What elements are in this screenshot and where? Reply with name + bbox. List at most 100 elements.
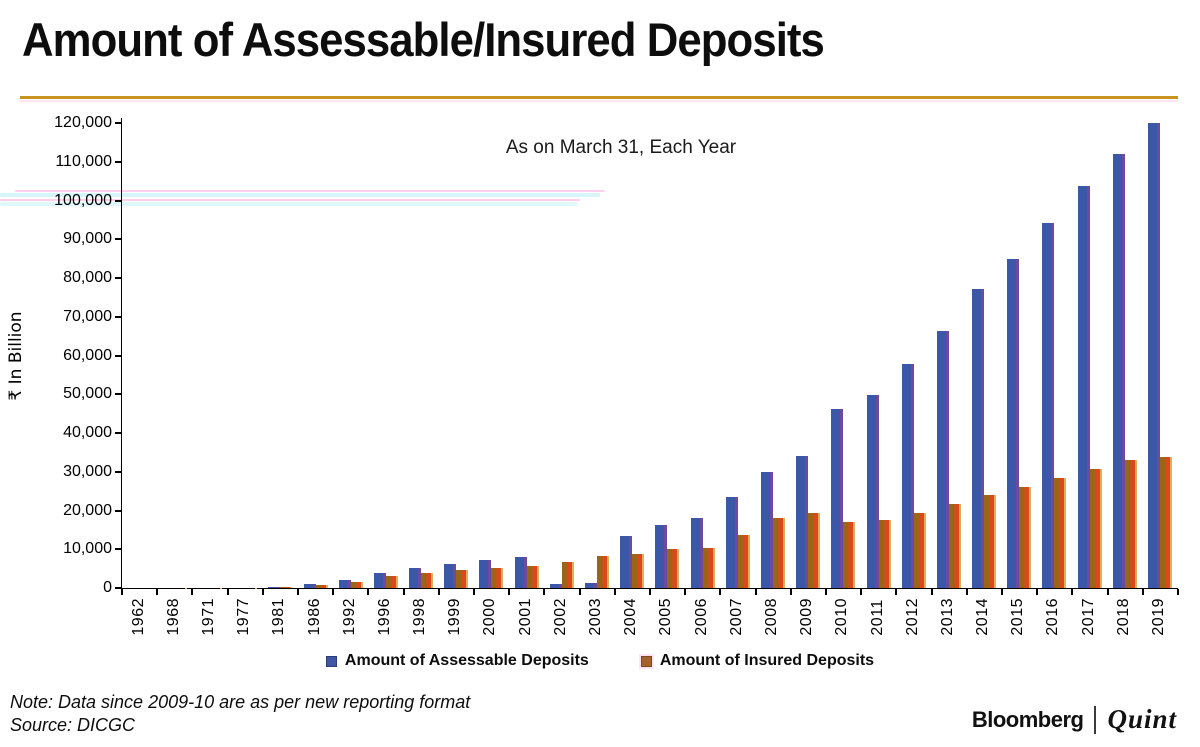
y-tick-label: 110,000 xyxy=(55,152,112,170)
x-tick-mark xyxy=(1106,589,1109,595)
bar-group-2008 xyxy=(755,118,790,588)
bar-insured-1996 xyxy=(385,576,398,588)
y-tick-mark xyxy=(115,548,121,551)
bar-assessable-2018 xyxy=(1112,154,1125,588)
bar-assessable-2002 xyxy=(549,584,562,588)
bar-assessable-1996 xyxy=(373,572,386,588)
bar-insured-2012 xyxy=(913,513,926,588)
x-tick-mark xyxy=(754,589,757,595)
y-tick-label: 90,000 xyxy=(63,230,112,248)
bar-assessable-2010 xyxy=(831,409,844,588)
x-tick-mark xyxy=(473,589,475,595)
x-tick-label-1996: 1996 xyxy=(375,598,393,636)
y-tick-label: 70,000 xyxy=(63,307,112,325)
x-tick-label-1992: 1992 xyxy=(340,598,358,636)
bar-group-2000 xyxy=(474,118,509,588)
bar-insured-2007 xyxy=(737,534,750,588)
bar-assessable-1999 xyxy=(444,564,457,588)
bar-insured-1986 xyxy=(315,585,328,588)
bar-assessable-2014 xyxy=(972,288,985,588)
y-tick-label: 0 xyxy=(103,579,112,596)
bar-insured-2000 xyxy=(491,567,504,588)
bar-insured-2001 xyxy=(526,565,539,588)
bar-group-2009 xyxy=(791,118,826,588)
x-tick-label-1962: 1962 xyxy=(129,598,147,636)
x-tick-label-1986: 1986 xyxy=(305,598,323,636)
bar-insured-2013 xyxy=(948,504,961,588)
x-tick-mark xyxy=(226,589,229,595)
x-tick-label-2009: 2009 xyxy=(798,598,816,636)
x-tick-mark xyxy=(613,589,616,595)
bar-group-2010 xyxy=(826,118,861,588)
title-underline xyxy=(20,96,1178,99)
x-tick-mark xyxy=(1177,589,1179,595)
bar-group-2006 xyxy=(685,118,720,588)
y-tick-label: 50,000 xyxy=(63,385,112,403)
chart-subtitle: As on March 31, Each Year xyxy=(505,137,737,158)
y-tick-mark xyxy=(115,470,121,473)
bar-insured-1999 xyxy=(456,569,469,588)
bar-assessable-2000 xyxy=(479,559,492,588)
y-tick-label: 20,000 xyxy=(63,501,112,519)
bar-assessable-2016 xyxy=(1042,223,1055,588)
x-tick-mark xyxy=(1071,589,1074,595)
x-tick-mark xyxy=(156,589,159,595)
y-tick-mark xyxy=(115,432,121,434)
bar-group-1992 xyxy=(333,118,368,588)
bloomberg-quint-logo: Bloomberg Quint xyxy=(972,704,1177,735)
x-tick-label-1999: 1999 xyxy=(446,598,464,636)
bar-assessable-1992 xyxy=(338,579,351,588)
x-tick-mark xyxy=(121,589,123,595)
x-tick-mark xyxy=(930,589,933,595)
x-tick-label-1971: 1971 xyxy=(199,598,217,636)
artifact-streak-1 xyxy=(0,193,600,197)
logo-divider xyxy=(1094,705,1097,734)
x-tick-label-2016: 2016 xyxy=(1044,598,1062,636)
y-tick-label: 30,000 xyxy=(63,462,112,480)
x-tick-mark xyxy=(719,589,722,595)
bar-group-2011 xyxy=(861,118,896,588)
bar-insured-2014 xyxy=(984,495,997,588)
legend-item-insured: Amount of Insured Deposits xyxy=(640,652,874,670)
x-tick-mark xyxy=(367,589,370,595)
bar-assessable-2001 xyxy=(514,556,527,588)
x-tick-label-1968: 1968 xyxy=(164,598,182,636)
legend-swatch-assessable xyxy=(325,655,337,667)
bar-assessable-2008 xyxy=(760,471,773,588)
x-tick-label-1981: 1981 xyxy=(270,598,288,636)
bar-group-1999 xyxy=(439,118,474,588)
bar-insured-2006 xyxy=(702,547,715,588)
y-tick-mark xyxy=(115,122,121,124)
bar-group-2003 xyxy=(579,118,614,588)
bar-group-2004 xyxy=(615,118,650,588)
x-tick-mark xyxy=(1141,589,1144,595)
y-tick-label: 40,000 xyxy=(63,424,112,441)
title-underline-fringe xyxy=(20,100,1178,102)
bar-group-2017 xyxy=(1072,118,1107,588)
page-title: Amount of Assessable/Insured Deposits xyxy=(22,13,825,66)
bar-insured-2008 xyxy=(772,517,785,588)
x-tick-mark xyxy=(895,589,898,595)
x-tick-mark xyxy=(297,589,299,595)
x-axis-tick-labels: 1962 1968 1971 1977 1981 1986 1992 1996 1998 1999… xyxy=(121,598,1177,636)
x-tick-label-1977: 1977 xyxy=(235,598,253,636)
x-tick-label-2018: 2018 xyxy=(1114,598,1132,636)
bar-group-1998 xyxy=(404,118,439,588)
x-tick-mark xyxy=(649,589,651,595)
artifact-streak-3 xyxy=(0,202,577,206)
y-tick-mark xyxy=(115,393,121,396)
bar-insured-2015 xyxy=(1019,486,1032,588)
y-tick-mark xyxy=(115,354,121,357)
bar-assessable-2003 xyxy=(585,583,598,588)
x-tick-mark xyxy=(437,589,440,595)
x-tick-label-2019: 2019 xyxy=(1150,598,1168,636)
bar-insured-2018 xyxy=(1124,460,1137,588)
bar-insured-2011 xyxy=(878,520,891,588)
y-tick-label: 10,000 xyxy=(63,540,112,558)
bar-insured-2002 xyxy=(561,561,574,588)
quint-wordmark: Quint xyxy=(1107,704,1177,734)
bar-group-1981 xyxy=(263,118,298,588)
bar-insured-1992 xyxy=(350,582,363,588)
x-tick-label-2007: 2007 xyxy=(727,598,745,636)
bar-assessable-1977 xyxy=(233,587,246,588)
